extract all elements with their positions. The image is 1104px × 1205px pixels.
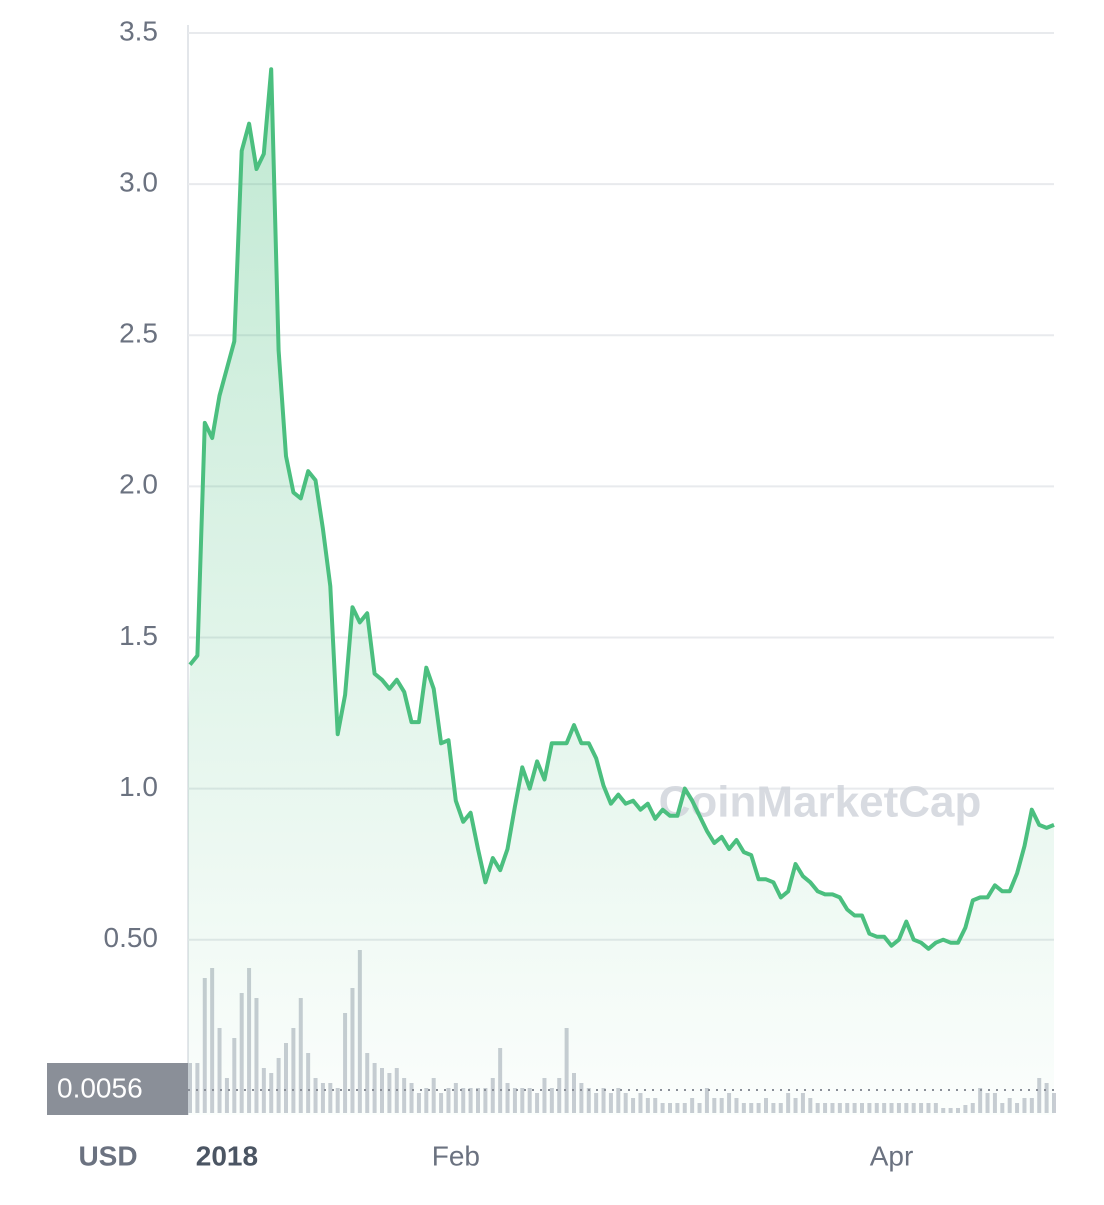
watermark: CoinMarketCap	[659, 778, 982, 827]
axis-unit: USD	[78, 1140, 137, 1171]
annotation-label: 0.0056	[57, 1072, 143, 1103]
annotation-box	[47, 1063, 188, 1115]
x-tick-label: 2018	[196, 1140, 258, 1171]
x-tick-label: Feb	[432, 1140, 480, 1171]
y-tick-label: 1.5	[119, 620, 158, 651]
x-tick-label: Apr	[870, 1140, 914, 1171]
y-tick-label: 2.0	[119, 469, 158, 500]
price-line	[188, 67, 1055, 951]
y-tick-label: 2.5	[119, 318, 158, 349]
price-line	[188, 67, 1055, 951]
y-tick-label: 1.0	[119, 771, 158, 802]
y-tick-label: 3.5	[119, 15, 158, 46]
y-tick-label: 0.50	[104, 922, 159, 953]
price-area	[188, 69, 1054, 1115]
y-tick-label: 3.0	[119, 167, 158, 198]
labels: 0.50 1.0 1.5 2.0 2.5 3.0 3.5 2018 Feb Apr	[104, 15, 914, 1171]
price-area-fill	[188, 69, 1054, 1115]
